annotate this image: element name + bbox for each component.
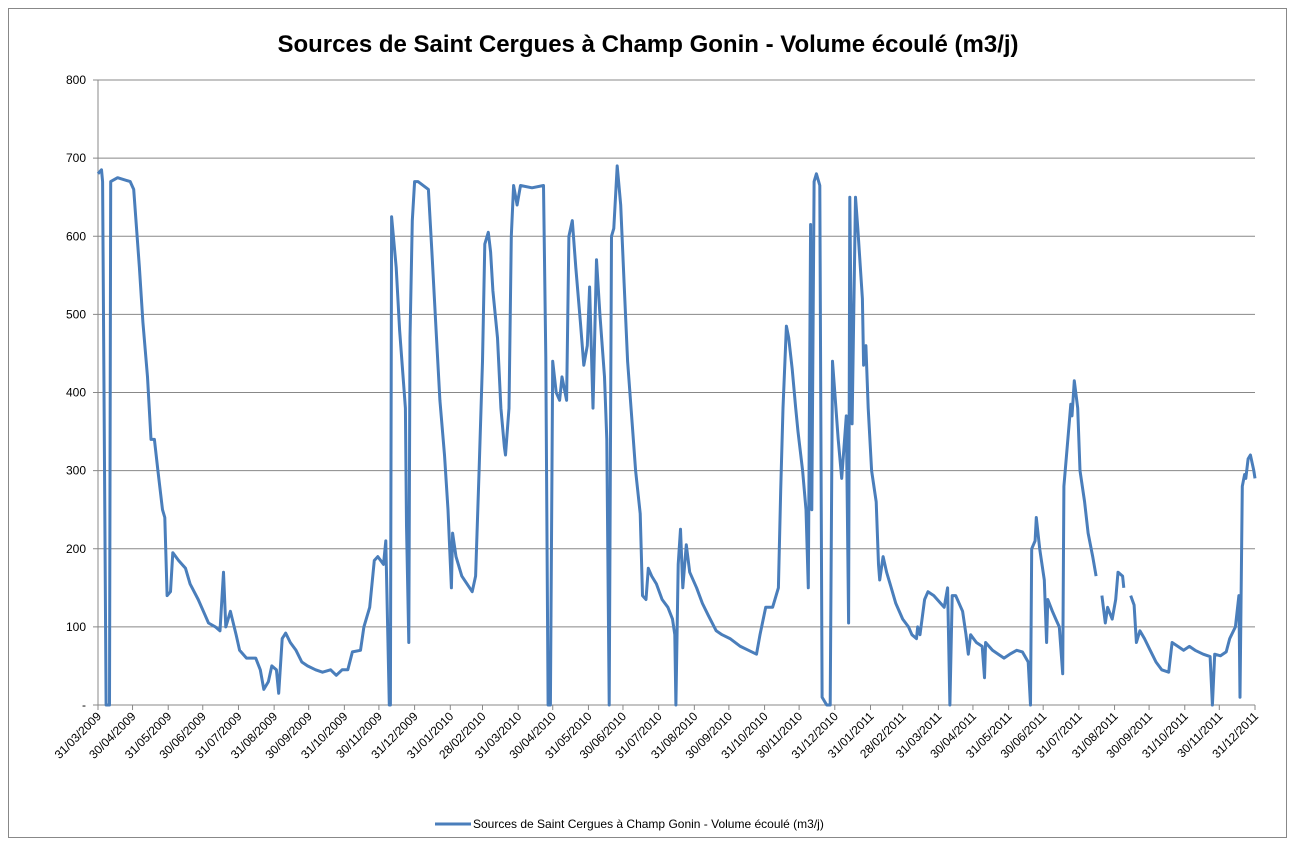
- y-tick-label: 600: [66, 229, 86, 243]
- data-line: [96, 164, 1257, 707]
- legend-item: Sources de Saint Cergues à Champ Gonin -…: [435, 817, 824, 831]
- chart-frame: [8, 8, 1287, 838]
- legend-label: Sources de Saint Cergues à Champ Gonin -…: [473, 817, 824, 831]
- y-tick-label: 500: [66, 307, 86, 321]
- y-tick-label: 700: [66, 151, 86, 165]
- y-tick-label: 800: [66, 73, 86, 87]
- chart-title: Sources de Saint Cergues à Champ Gonin -…: [277, 31, 1018, 58]
- y-tick-label: -: [82, 698, 86, 712]
- y-tick-label: 400: [66, 386, 86, 400]
- y-tick-label: 100: [66, 620, 86, 634]
- y-tick-label: 200: [66, 542, 86, 556]
- y-tick-label: 300: [66, 464, 86, 478]
